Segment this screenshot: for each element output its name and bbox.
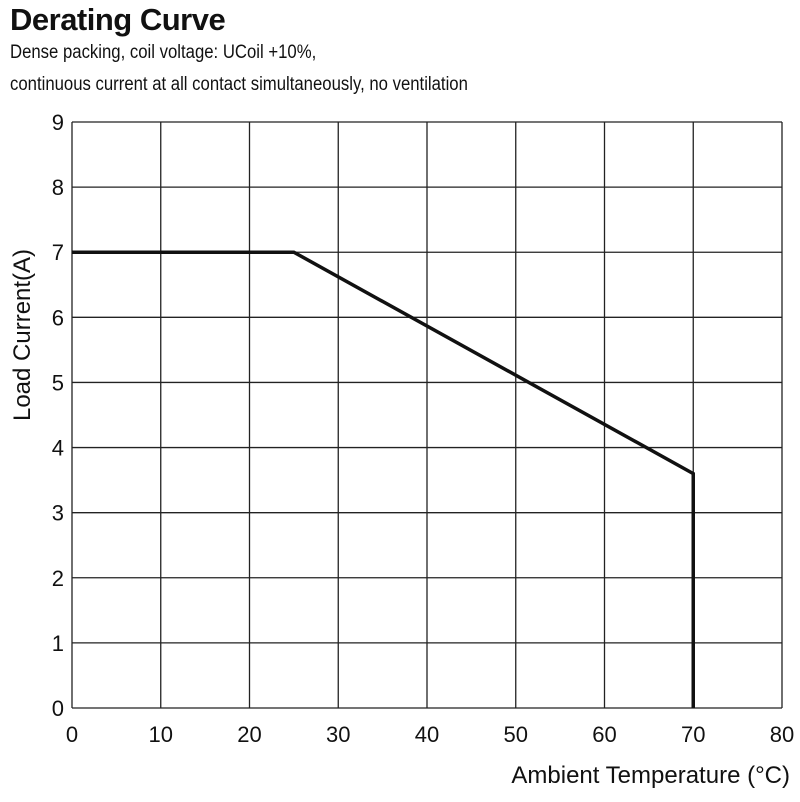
- y-tick-label: 5: [52, 370, 64, 395]
- y-tick-label: 9: [52, 110, 64, 135]
- y-tick-label: 3: [52, 501, 64, 526]
- x-tick-label: 70: [681, 722, 705, 747]
- y-axis-label: Load Current(A): [9, 249, 36, 421]
- x-axis-label: Ambient Temperature (°C): [511, 762, 790, 789]
- x-tick-label: 30: [326, 722, 350, 747]
- x-tick-label: 40: [415, 722, 439, 747]
- y-tick-label: 7: [52, 240, 64, 265]
- y-tick-label: 1: [52, 631, 64, 656]
- y-tick-label: 0: [52, 696, 64, 721]
- y-tick-label: 4: [52, 436, 64, 461]
- tick-labels: 0 10 20 30 40 50 60 70 80 0 1 2 3 4 5 6 7 8 9: [52, 110, 794, 747]
- x-tick-label: 50: [504, 722, 528, 747]
- derating-curve-line: [72, 250, 695, 708]
- x-tick-label: 10: [149, 722, 173, 747]
- chart-subtitle-line-1: Dense packing, coil voltage: UCoil +10%,: [10, 42, 317, 63]
- chart-subtitle-line-2: continuous current at all contact simult…: [10, 74, 468, 95]
- series: [72, 250, 695, 708]
- x-tick-label: 80: [770, 722, 794, 747]
- y-tick-label: 6: [52, 305, 64, 330]
- grid: [71, 121, 783, 709]
- x-tick-label: 60: [592, 722, 616, 747]
- x-tick-label: 0: [66, 722, 78, 747]
- x-tick-label: 20: [237, 722, 261, 747]
- y-tick-label: 8: [52, 175, 64, 200]
- chart-title: Derating Curve: [10, 2, 226, 37]
- y-tick-label: 2: [52, 566, 64, 591]
